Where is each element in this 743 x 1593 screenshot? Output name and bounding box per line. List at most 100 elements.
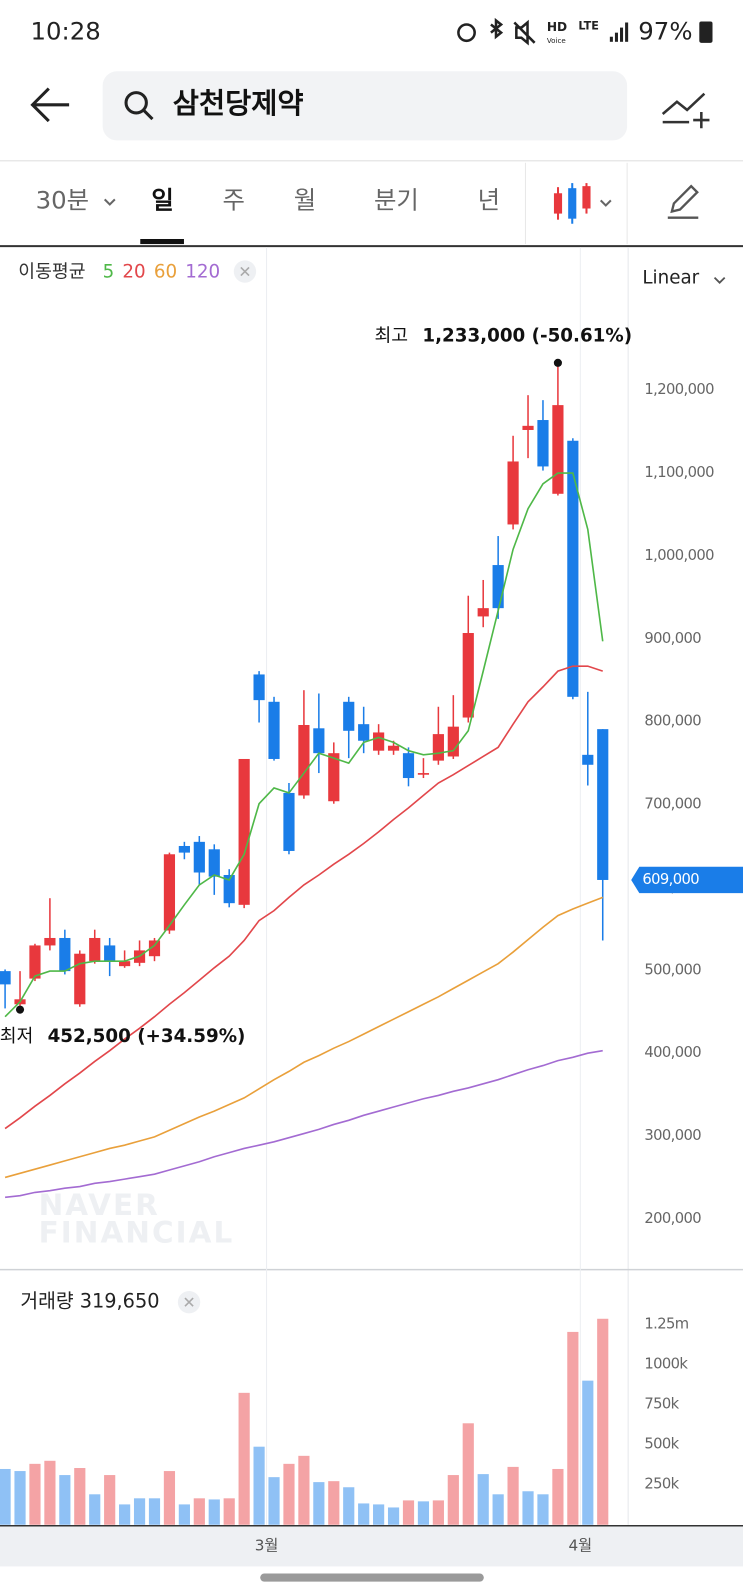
tab[interactable]: 30분 bbox=[36, 185, 89, 214]
tab[interactable]: 년 bbox=[478, 185, 500, 214]
chart-style-button[interactable] bbox=[553, 183, 612, 224]
y-tick-label: 250k bbox=[644, 1476, 679, 1493]
volume-bar bbox=[104, 1475, 116, 1525]
volume-bar bbox=[552, 1468, 564, 1525]
x-tick-label: 4월 bbox=[568, 1537, 592, 1555]
volume-bar bbox=[178, 1504, 190, 1525]
candle-body bbox=[537, 420, 549, 467]
last-price-tag bbox=[631, 866, 743, 894]
candle-body bbox=[597, 729, 609, 880]
annotation-label: 최저 bbox=[0, 1026, 33, 1047]
volume-bar bbox=[597, 1318, 609, 1525]
volume-bar bbox=[223, 1498, 235, 1525]
volume-bar bbox=[74, 1468, 86, 1525]
annotation-value: 452,500 (+34.59%) bbox=[48, 1026, 246, 1047]
compare-button[interactable] bbox=[661, 92, 710, 129]
candle-body bbox=[268, 701, 280, 759]
x-tick-label: 3월 bbox=[255, 1537, 279, 1555]
volume-bar bbox=[298, 1455, 310, 1525]
candle-body bbox=[343, 701, 355, 731]
candle-body bbox=[44, 937, 56, 946]
battery-icon bbox=[699, 21, 713, 43]
extreme-annotation: 최저 452,500 (+34.59%) bbox=[0, 1026, 245, 1047]
y-tick-label: 1.25m bbox=[644, 1315, 688, 1332]
y-tick-label: 500k bbox=[644, 1436, 679, 1453]
back-button[interactable] bbox=[30, 87, 70, 123]
volume-bar bbox=[163, 1471, 176, 1525]
legend-item: 5 bbox=[103, 262, 115, 283]
volume-bar bbox=[133, 1498, 146, 1525]
candle-body bbox=[432, 734, 444, 761]
y-tick-label: 1000k bbox=[644, 1355, 688, 1372]
candle-body bbox=[104, 945, 116, 962]
volume-bar bbox=[119, 1504, 131, 1525]
status-icons bbox=[457, 17, 536, 46]
extreme-dot bbox=[553, 358, 562, 367]
y-tick-label: 750k bbox=[644, 1396, 679, 1413]
volume-bar bbox=[343, 1487, 355, 1525]
candle-body bbox=[313, 728, 325, 754]
chevron bbox=[103, 198, 116, 206]
volume-bar bbox=[447, 1475, 459, 1525]
volume-bar bbox=[14, 1471, 26, 1525]
search-box[interactable] bbox=[102, 71, 628, 141]
volume-close[interactable] bbox=[177, 1290, 201, 1314]
extreme-dot bbox=[15, 1005, 25, 1014]
ma-line bbox=[4, 896, 604, 1179]
candle-body bbox=[148, 940, 161, 957]
watermark: NAVER bbox=[39, 1188, 160, 1222]
volume-bar bbox=[417, 1501, 430, 1525]
candle-body bbox=[119, 961, 131, 967]
volume-bar bbox=[537, 1494, 549, 1525]
scale-select[interactable]: Linear bbox=[642, 268, 699, 289]
volume-bar bbox=[492, 1494, 504, 1525]
candle-body bbox=[298, 724, 310, 796]
volume-bar bbox=[313, 1482, 325, 1525]
volume-bar bbox=[507, 1466, 519, 1525]
tab-underline bbox=[140, 238, 184, 245]
legend-item: 60 bbox=[154, 262, 177, 283]
tab[interactable]: 주 bbox=[223, 185, 245, 214]
extreme-annotation: 최고 1,233,000 (-50.61%) bbox=[374, 325, 632, 346]
candle-body bbox=[373, 732, 385, 751]
volume-bar bbox=[283, 1463, 295, 1525]
y-tick-label: 1,200,000 bbox=[644, 381, 714, 398]
y-tick-label: 800,000 bbox=[644, 713, 701, 730]
candle-body bbox=[193, 841, 205, 873]
volume-bar bbox=[373, 1504, 385, 1525]
candle-body bbox=[492, 565, 504, 609]
tab-active[interactable]: 일 bbox=[151, 185, 173, 214]
candle-body bbox=[208, 849, 220, 877]
candle-body bbox=[462, 633, 474, 718]
chevron bbox=[713, 276, 726, 284]
y-tick-label: 700,000 bbox=[644, 796, 701, 813]
volume-bar bbox=[268, 1477, 280, 1525]
candle-body bbox=[178, 845, 190, 853]
draw-button[interactable] bbox=[667, 184, 699, 219]
volume-bar bbox=[387, 1507, 400, 1525]
legend-item: 120 bbox=[185, 262, 220, 283]
volume-bar bbox=[253, 1446, 265, 1525]
volume-bar bbox=[44, 1460, 56, 1525]
candle-body bbox=[89, 937, 101, 962]
ma-line bbox=[4, 665, 603, 1130]
volume-bar bbox=[462, 1423, 474, 1525]
candle-body bbox=[358, 724, 370, 741]
tab[interactable]: 월 bbox=[294, 185, 316, 214]
y-tick-label: 200,000 bbox=[644, 1210, 701, 1227]
candle-body bbox=[477, 608, 489, 617]
tab[interactable]: 분기 bbox=[374, 185, 419, 214]
legend-close[interactable] bbox=[233, 260, 257, 283]
volume-bar bbox=[328, 1481, 340, 1525]
volume-bar bbox=[567, 1331, 579, 1525]
y-tick-label: 500,000 bbox=[644, 961, 701, 978]
volume-bar bbox=[358, 1503, 370, 1525]
candle-body bbox=[74, 953, 86, 1005]
status-voice: Voice bbox=[547, 36, 566, 45]
volume-bar bbox=[208, 1499, 220, 1525]
candle-body bbox=[59, 937, 71, 972]
candle-body bbox=[223, 874, 235, 904]
candle-body bbox=[238, 758, 250, 905]
candle-body bbox=[447, 726, 459, 757]
